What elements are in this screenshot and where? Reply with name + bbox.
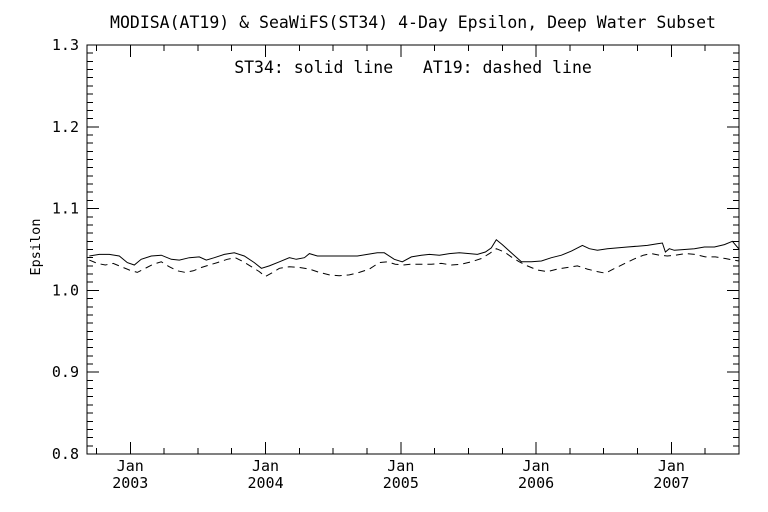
y-tick-label: 0.9 — [52, 363, 79, 381]
x-tick-label: Jan — [387, 457, 414, 475]
x-tick-label: Jan — [523, 457, 550, 475]
series-line-at19 — [89, 248, 740, 278]
x-tick-label: 2004 — [247, 474, 283, 492]
y-tick-label: 0.8 — [52, 445, 79, 463]
y-tick-label: 1.1 — [52, 200, 79, 218]
x-tick-label: Jan — [658, 457, 685, 475]
chart-title: MODISA(AT19) & SeaWiFS(ST34) 4-Day Epsil… — [110, 13, 716, 32]
x-tick-label: Jan — [117, 457, 144, 475]
y-tick-label: 1.3 — [52, 36, 79, 54]
y-tick-label: 1.2 — [52, 118, 79, 136]
x-tick-label: Jan — [252, 457, 279, 475]
x-tick-label: 2006 — [518, 474, 554, 492]
legend-annotation: ST34: solid line AT19: dashed line — [234, 58, 592, 77]
x-tick-label: 2007 — [653, 474, 689, 492]
x-tick-label: 2005 — [383, 474, 419, 492]
y-tick-label: 1.0 — [52, 281, 79, 299]
plot-frame — [86, 44, 740, 455]
x-tick-label: 2003 — [112, 474, 148, 492]
series-line-st34 — [89, 238, 740, 269]
